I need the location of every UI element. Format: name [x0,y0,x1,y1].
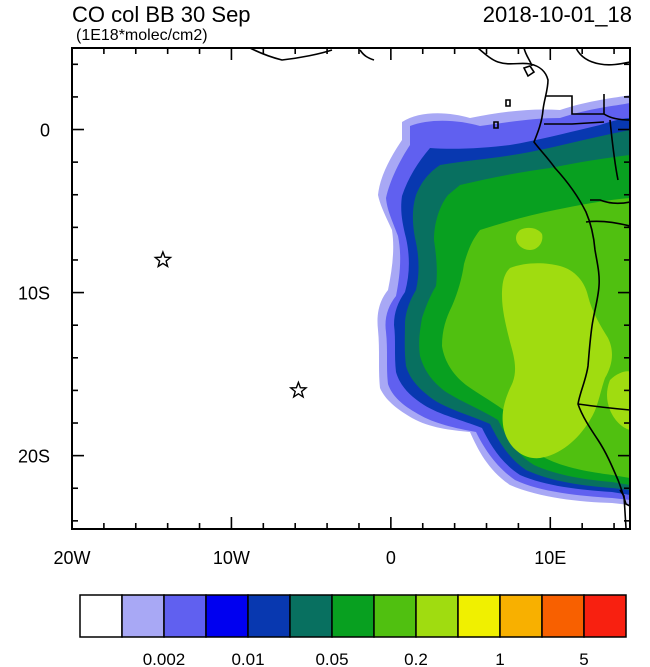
colorbar-label: 0.01 [231,650,264,667]
station-markers [153,250,308,399]
border-line [249,48,333,61]
map-datetime: 2018-10-01_18 [482,2,632,27]
colorbar-label: 5 [579,650,588,667]
map-title: CO col BB 30 Sep [72,2,251,27]
colorbar-label: 0.002 [143,650,186,667]
colorbar-box [205,594,249,638]
colorbar-label: 0.2 [404,650,428,667]
colorbar-box [541,594,585,638]
plume-band-lime [516,227,543,250]
colorbar-box [499,594,543,638]
colorbar-box [457,594,501,638]
axis-ticks [71,48,630,529]
y-tick-label: 20S [18,447,50,467]
colorbar-box [289,594,333,638]
co-plume-field [377,95,630,505]
colorbar-box [331,594,375,638]
colorbar-box [583,594,627,638]
border-line [609,119,619,181]
star-marker [288,380,308,399]
border-line [575,48,630,66]
colorbar-label: 1 [495,650,504,667]
border-line [546,95,604,115]
border-line [585,220,630,227]
border-line [544,121,605,125]
colorbar: 0.002 0.01 0.05 0.2 1 5 [79,594,627,667]
coastline-west-africa [477,48,630,507]
axis-tick-labels: 20W 10W 0 10E 0 10S 20S [18,121,566,568]
border-line [577,403,630,411]
x-tick-label: 20W [53,548,90,568]
plume-band-lime [502,263,612,459]
island-annobon [493,121,499,129]
border-line [590,199,630,205]
border-line [523,48,533,67]
border-line [619,489,627,529]
colorbar-box [373,594,417,638]
colorbar-box [247,594,291,638]
x-tick-label: 10E [534,548,566,568]
colorbar-box [79,594,123,638]
island-bioko [522,65,536,78]
border-line [603,94,630,121]
y-tick-label: 10S [18,284,50,304]
y-tick-label: 0 [40,121,50,141]
plume-band-lime [607,371,630,430]
x-tick-label: 10W [213,548,250,568]
colorbar-box [163,594,207,638]
coastline [249,48,630,529]
colorbar-label: 0.05 [315,650,348,667]
island-sao-tome [505,99,511,107]
x-tick-label: 0 [386,548,396,568]
colorbar-box [121,594,165,638]
star-marker [153,250,173,268]
units-label: (1E18*molec/cm2) [76,27,208,44]
border-line [359,49,375,61]
colorbar-box [415,594,459,638]
plot-frame [71,47,631,530]
